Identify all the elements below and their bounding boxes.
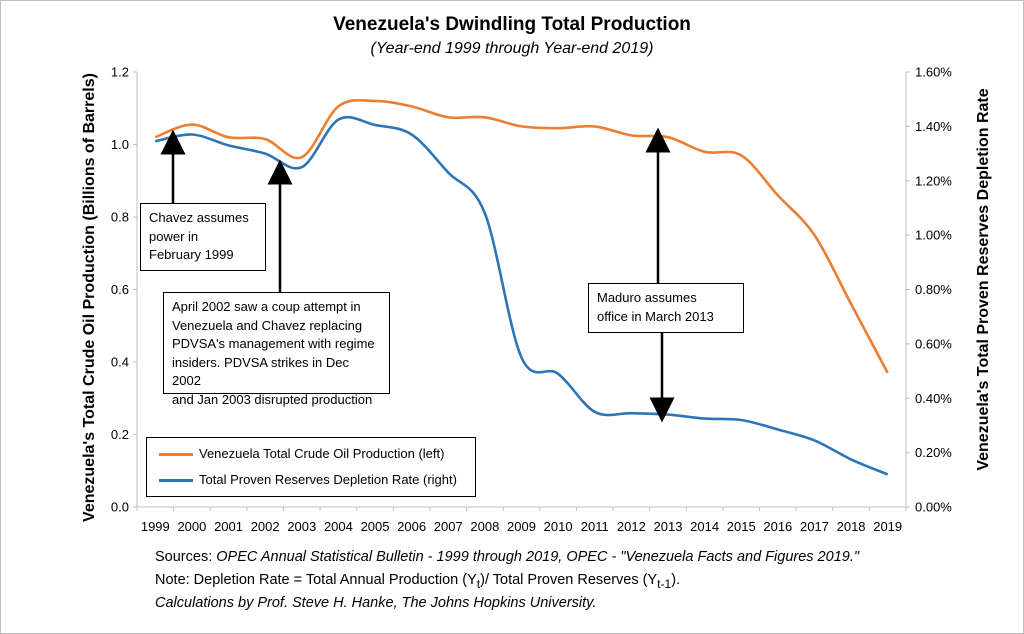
y2-tick-label: 1.60%: [915, 65, 952, 80]
maduro-line: office in March 2013: [597, 308, 714, 324]
legend-swatch-depletion: [159, 479, 193, 483]
footer-sources-prefix: Sources:: [155, 549, 217, 565]
x-tick-label: 2007: [434, 519, 463, 534]
x-tick-label: 2012: [617, 519, 646, 534]
legend-item-depletion: Total Proven Reserves Depletion Rate (ri…: [159, 472, 457, 487]
footer-note-suffix: ).: [671, 572, 681, 588]
x-tick-label: 2013: [654, 519, 683, 534]
y2-tick-label: 1.40%: [915, 119, 952, 134]
x-tick-label: 2019: [873, 519, 902, 534]
y-tick-label: 0.6: [111, 282, 129, 297]
maduro-line: Maduro assumes: [597, 290, 697, 305]
y2-tick-label: 0.60%: [915, 336, 952, 351]
y2-tick-label: 0.00%: [915, 500, 952, 515]
chavez-line: February 1999: [149, 247, 234, 262]
footer-sources: Sources: OPEC Annual Statistical Bulleti…: [155, 549, 859, 565]
y2-tick-label: 1.00%: [915, 228, 952, 243]
x-tick-label: 2011: [581, 519, 609, 534]
chavez-line: Chavez assumes: [149, 210, 249, 225]
x-tick-label: 2017: [800, 519, 829, 534]
chart-subtitle: (Year-end 1999 through Year-end 2019): [370, 40, 654, 57]
x-tick-label: 2015: [727, 519, 756, 534]
x-tick-label: 2008: [470, 519, 499, 534]
coup-line: and Jan 2003 disrupted production: [172, 391, 373, 407]
annotation-chavez: Chavez assumes power in February 1999: [140, 203, 266, 271]
x-tick-label: 2016: [763, 519, 792, 534]
legend-label-production: Venezuela Total Crude Oil Production (le…: [199, 446, 445, 461]
y2-axis-title: Venezuela's Total Proven Reserves Deplet…: [975, 88, 992, 470]
chart-legend: Venezuela Total Crude Oil Production (le…: [146, 437, 476, 497]
coup-line: Venezuela and Chavez replacing: [172, 317, 363, 333]
footer-note-sub2: t-1: [657, 576, 672, 591]
x-tick-label: 2003: [287, 519, 316, 534]
footer-sources-text: OPEC Annual Statistical Bulletin - 1999 …: [216, 549, 859, 565]
y-tick-label: 0.4: [111, 355, 129, 370]
x-tick-label: 2006: [397, 519, 426, 534]
y-tick-label: 1.2: [111, 65, 129, 80]
y-tick-label: 1.0: [111, 137, 129, 152]
footer-note-sub1: t: [476, 576, 481, 591]
footer-note: Note: Depletion Rate = Total Annual Prod…: [155, 572, 680, 591]
y-axis-title: Venezuela's Total Crude Oil Production (…: [81, 73, 98, 522]
chavez-line: power in: [149, 228, 199, 244]
annotation-maduro: Maduro assumes office in March 2013: [588, 283, 744, 333]
y-tick-label: 0.0: [111, 500, 129, 515]
chart-title: Venezuela's Dwindling Total Production: [333, 14, 691, 35]
y2-tick-label: 0.80%: [915, 282, 952, 297]
x-tick-label: 2009: [507, 519, 536, 534]
footer-credit: Calculations by Prof. Steve H. Hanke, Th…: [155, 595, 597, 611]
coup-line: April 2002 saw a coup attempt in: [172, 299, 361, 314]
y-tick-label: 0.8: [111, 210, 129, 225]
y2-tick-label: 1.20%: [915, 173, 952, 188]
x-tick-label: 2004: [324, 519, 353, 534]
coup-line: PDVSA's management with regime: [172, 336, 375, 351]
y-tick-label: 0.2: [111, 427, 129, 442]
legend-label-depletion: Total Proven Reserves Depletion Rate (ri…: [199, 472, 457, 487]
y2-tick-label: 0.20%: [915, 445, 952, 460]
footer-note-mid: )/ Total Proven Reserves (Y: [480, 572, 658, 588]
annotation-coup: April 2002 saw a coup attempt in Venezuel…: [163, 292, 390, 407]
x-tick-label: 2014: [690, 519, 719, 534]
coup-line: insiders. PDVSA strikes in Dec 2002: [172, 354, 350, 389]
y2-tick-label: 0.40%: [915, 391, 952, 406]
x-tick-label: 2002: [251, 519, 280, 534]
x-tick-label: 1999: [141, 519, 170, 534]
x-tick-label: 2005: [361, 519, 390, 534]
footer-note-prefix: Note: Depletion Rate = Total Annual Prod…: [155, 572, 477, 588]
x-tick-label: 2001: [214, 519, 243, 534]
legend-item-production: Venezuela Total Crude Oil Production (le…: [159, 446, 444, 461]
x-tick-label: 2018: [837, 519, 866, 534]
legend-swatch-production: [159, 453, 193, 457]
x-tick-label: 2000: [177, 519, 206, 534]
x-tick-label: 2010: [544, 519, 573, 534]
